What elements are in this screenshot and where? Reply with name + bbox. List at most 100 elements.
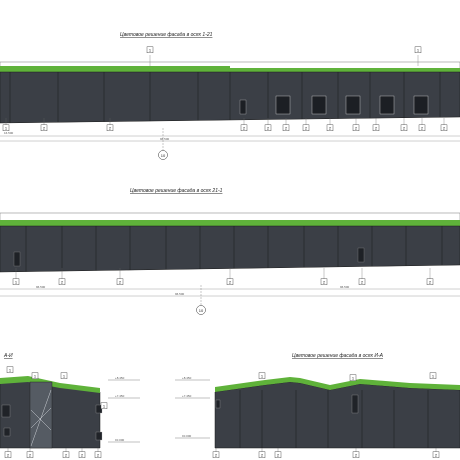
elevation-3-level-zero: ±0.000	[115, 438, 124, 442]
bottom-callout	[358, 278, 366, 285]
top-callout	[414, 46, 422, 53]
callout	[212, 451, 220, 458]
bottom-callout	[326, 124, 334, 132]
svg-text:16.500: 16.500	[4, 131, 14, 135]
bottom-callout	[226, 278, 234, 285]
callout	[100, 402, 108, 409]
elevation-2-wall	[0, 225, 460, 273]
elevation-3-level-top: +8.450	[115, 376, 125, 380]
callout-label: 2	[7, 453, 10, 458]
elevation-4-level-top: +8.450	[182, 376, 192, 380]
elevation-3-title: А-И	[3, 353, 13, 359]
bottom-callout-label: 2	[443, 126, 446, 131]
elevation-1-axis-label: 10	[161, 153, 166, 158]
elevation-2-bottom-callouts: 1 2 2 2 2 2 2	[12, 268, 434, 285]
callout	[258, 451, 266, 458]
bottom-callout	[58, 278, 66, 285]
elevation-3-level-mid: +7.450	[115, 394, 125, 398]
callout-label: 2	[435, 453, 438, 458]
bottom-callout-label: 2	[429, 280, 432, 285]
callout	[78, 451, 86, 458]
bottom-callout	[240, 124, 248, 132]
bottom-callout	[302, 124, 310, 132]
bottom-callout-label: 2	[305, 126, 308, 131]
callout-label: 2	[277, 453, 280, 458]
callout-label: 1	[352, 376, 355, 381]
entry-door	[239, 99, 247, 115]
bottom-callout-label: 2	[421, 126, 424, 131]
callout	[6, 366, 14, 373]
bottom-callout-label: 2	[229, 280, 232, 285]
bottom-callout-label: 2	[267, 126, 270, 131]
bottom-callout	[400, 124, 408, 132]
elevation-1-gates	[239, 95, 429, 115]
elevation-4-title: Цветовое решение фасада в осях И-А	[292, 353, 384, 359]
top-callout	[146, 46, 154, 53]
callout-label: 1	[103, 404, 106, 409]
top-callout-label: 1	[417, 48, 420, 53]
bottom-callout	[372, 124, 380, 132]
bottom-callout-label: 2	[361, 280, 364, 285]
elevation-4-roof-band	[215, 377, 460, 392]
callout-label: 1	[9, 368, 12, 373]
elevation-4-wall	[214, 381, 460, 449]
elevation-2-axis-mark	[196, 305, 206, 315]
bottom-callout	[440, 124, 448, 132]
elevation-2: 96.500 96.500 96.500 10 1 2 2 2 2 2 2	[0, 212, 460, 315]
elevation-2-title: Цветовое решение фасада в осях 21-1	[130, 188, 223, 194]
bottom-callout	[264, 124, 272, 132]
bottom-callout	[352, 124, 360, 132]
bottom-callout	[426, 278, 434, 285]
callout	[60, 372, 68, 379]
bottom-callout	[320, 278, 328, 285]
elevation-1-bottom-callouts: 1 2 2 2 2 2 2 2 2 2 2 2 2	[2, 118, 448, 132]
bottom-callout-label: 1	[5, 126, 8, 131]
svg-text:96.500: 96.500	[36, 285, 46, 289]
elevation-2-stair-left	[13, 251, 21, 267]
callout-label: 1	[432, 374, 435, 379]
svg-text:96.500: 96.500	[175, 292, 185, 296]
bottom-callout-label: 2	[323, 280, 326, 285]
elevation-4-level-zero: ±0.000	[182, 434, 191, 438]
bottom-callout	[418, 124, 426, 132]
loading-gate	[379, 95, 395, 115]
elevation-2-roof-band	[0, 220, 460, 226]
bottom-callout-label: 1	[15, 280, 18, 285]
callout	[62, 451, 70, 458]
callout	[94, 451, 102, 458]
elevation-1-panel-lines	[9, 72, 441, 123]
callout-label: 2	[215, 453, 218, 458]
callout-label: 2	[29, 453, 32, 458]
callout	[31, 372, 39, 379]
elevation-2-stair-right	[357, 247, 365, 263]
callout	[352, 451, 360, 458]
callout	[4, 451, 12, 458]
bottom-callout-label: 2	[61, 280, 64, 285]
elevation-3-callouts: 1 1 1 1 2 2 2 2 2	[4, 366, 108, 458]
loading-gate	[345, 95, 361, 115]
bottom-callout	[12, 278, 20, 285]
svg-text:96.500: 96.500	[160, 137, 170, 141]
elevation-3-stair-tower	[29, 381, 53, 449]
callout	[26, 451, 34, 458]
bottom-callout-label: 2	[43, 126, 46, 131]
loading-gate	[275, 95, 291, 115]
elevation-4-panel-lines	[239, 390, 429, 448]
elevation-2-panel-lines	[25, 226, 443, 272]
bottom-callout-label: 2	[329, 126, 332, 131]
elevation-3: +8.450 +7.450 ±0.000 1 1 1 1 2 2 2 2 2	[0, 366, 140, 458]
callout-label: 1	[34, 374, 37, 379]
callout-label: 2	[97, 453, 100, 458]
bottom-callout-label: 2	[119, 280, 122, 285]
svg-text:96.500: 96.500	[340, 285, 350, 289]
callout-label: 1	[63, 374, 66, 379]
loading-gate	[311, 95, 327, 115]
loading-gate	[413, 95, 429, 115]
top-callout-label: 1	[149, 48, 152, 53]
bottom-callout-label: 2	[243, 126, 246, 131]
elevation-2-axis-label: 10	[199, 308, 204, 313]
callout	[432, 451, 440, 458]
